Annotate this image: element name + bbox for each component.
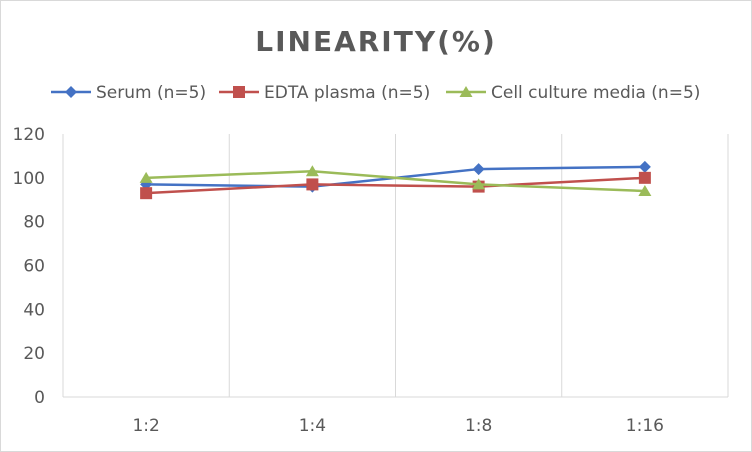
data-point-cell-culture-media: [305, 165, 319, 177]
data-point-serum: [472, 163, 485, 176]
legend-label-edta-plasma: EDTA plasma (n=5): [264, 83, 430, 103]
x-tick-label: 1:8: [465, 416, 492, 436]
chart-title: LINEARITY(%): [255, 25, 497, 58]
x-tick-label: 1:2: [132, 416, 159, 436]
series-line-edta-plasma: [146, 176, 645, 195]
plot-area: [139, 160, 652, 200]
legend-item-edta-plasma: EDTA plasma (n=5): [219, 83, 430, 103]
legend-marker-cell-culture-media: [459, 86, 473, 97]
y-tick-label: 80: [23, 213, 45, 233]
data-point-cell-culture-media: [139, 171, 153, 183]
y-tick-label: 40: [23, 300, 45, 320]
legend-label-cell-culture-media: Cell culture media (n=5): [491, 83, 700, 103]
y-tick-label: 0: [34, 388, 45, 408]
y-tick-label: 60: [23, 257, 45, 277]
y-tick-label: 20: [23, 344, 45, 364]
y-axis-ticks: 0 20 40 60 80 100 120: [13, 125, 45, 408]
data-point-edta-plasma: [140, 187, 153, 200]
axes: [62, 134, 728, 398]
data-point-cell-culture-media: [638, 184, 652, 196]
legend: Serum (n=5) EDTA plasma (n=5) Cell cultu…: [51, 83, 700, 103]
legend-label-serum: Serum (n=5): [96, 83, 206, 103]
legend-marker-serum: [65, 86, 77, 98]
series-line-cell-culture-media: [146, 170, 645, 193]
data-point-cell-culture-media: [472, 178, 486, 190]
data-point-edta-plasma: [306, 178, 319, 191]
data-point-edta-plasma: [638, 171, 651, 184]
data-point-serum: [638, 160, 651, 173]
legend-item-serum: Serum (n=5): [51, 83, 206, 103]
y-tick-label: 120: [13, 125, 45, 145]
legend-marker-edta-plasma: [233, 86, 245, 98]
x-axis-ticks: 1:2 1:4 1:8 1:16: [132, 416, 664, 436]
x-tick-label: 1:16: [626, 416, 664, 436]
legend-item-cell-culture-media: Cell culture media (n=5): [446, 83, 700, 103]
y-tick-label: 100: [13, 169, 45, 189]
x-tick-label: 1:4: [299, 416, 326, 436]
